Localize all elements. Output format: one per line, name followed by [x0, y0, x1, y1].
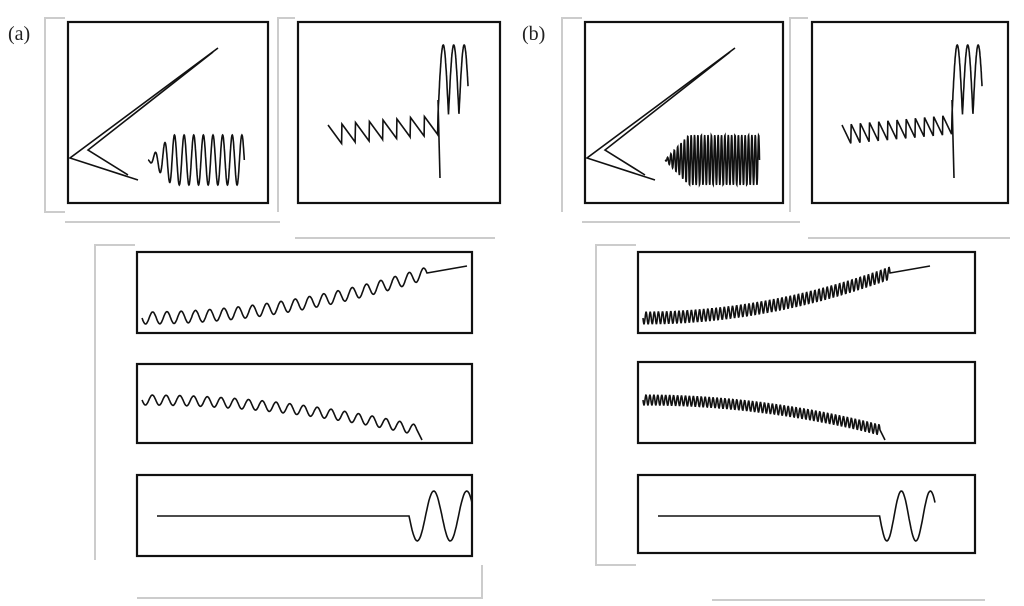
plot-frame	[135, 250, 474, 335]
axis-rule	[595, 244, 636, 566]
panel-label: (a)	[8, 23, 30, 45]
curve	[437, 99, 441, 179]
curve	[603, 51, 731, 176]
curve	[664, 132, 761, 188]
curve	[157, 490, 473, 542]
plot-frame	[636, 473, 977, 555]
plot-frame	[583, 20, 785, 205]
plot-frame	[66, 20, 270, 205]
plot-frame	[135, 362, 474, 445]
curve	[68, 47, 219, 181]
curve	[951, 44, 983, 116]
plot-frame	[636, 360, 977, 445]
curve	[585, 47, 736, 181]
curve	[437, 44, 469, 116]
panel-label: (b)	[522, 23, 545, 45]
axis-rule	[94, 244, 135, 560]
curve	[141, 394, 423, 441]
plot-frame	[636, 250, 977, 335]
curve	[658, 490, 936, 542]
curve	[642, 265, 931, 325]
curve	[951, 99, 955, 179]
axis-rule	[789, 17, 808, 212]
curve	[841, 114, 953, 144]
axis-rule	[561, 17, 582, 212]
curve	[141, 265, 468, 325]
axis-rule	[137, 565, 483, 599]
curve	[147, 133, 246, 187]
plot-frame	[810, 20, 1010, 205]
frames	[44, 17, 1010, 601]
plot-frame	[135, 473, 474, 558]
curve	[642, 394, 886, 441]
curve	[86, 51, 214, 176]
plot-frame	[296, 20, 502, 205]
axis-rule	[277, 17, 295, 212]
curve	[327, 114, 439, 146]
axis-rule	[44, 17, 65, 213]
